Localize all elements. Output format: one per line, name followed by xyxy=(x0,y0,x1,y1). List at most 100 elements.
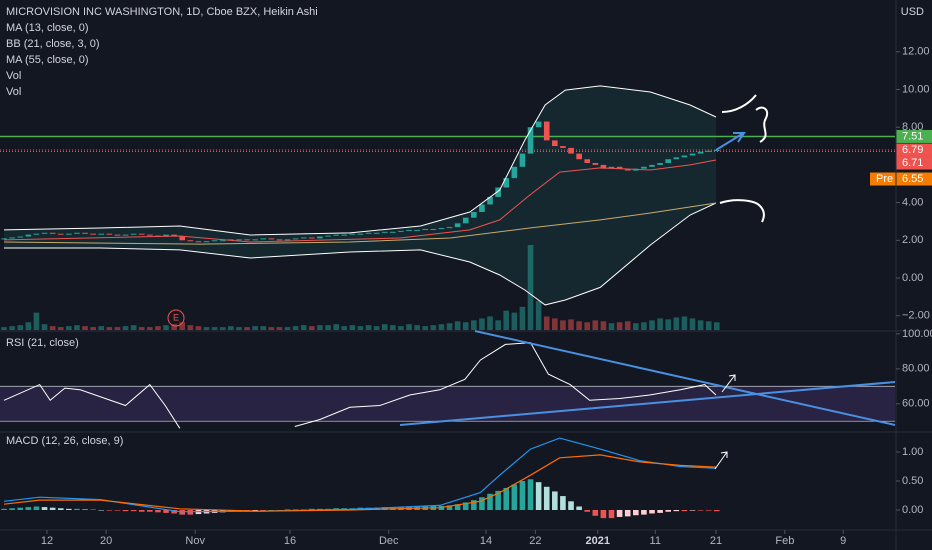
candle xyxy=(341,234,348,236)
x-tick-label: 14 xyxy=(480,535,492,547)
volume-bar xyxy=(665,319,672,330)
histogram-bar xyxy=(673,509,680,512)
volume-bar xyxy=(673,317,680,330)
histogram-bar xyxy=(74,508,80,510)
candle xyxy=(657,163,663,165)
volume-bar xyxy=(300,325,307,330)
volume-bar xyxy=(503,310,510,330)
histogram-bar xyxy=(616,509,623,517)
candle xyxy=(33,233,40,235)
volume-bar xyxy=(341,326,348,330)
histogram-bar xyxy=(487,493,493,510)
histogram-bar xyxy=(600,509,607,519)
candle xyxy=(430,228,437,230)
volume-bar xyxy=(414,325,420,330)
x-tick-label: 21 xyxy=(710,535,722,547)
candle xyxy=(57,233,64,235)
histogram-bar xyxy=(268,509,275,511)
candle xyxy=(608,166,615,169)
candle xyxy=(673,157,680,160)
histogram-bar xyxy=(1,508,7,510)
candle xyxy=(163,234,169,237)
event-marker: E xyxy=(167,309,185,327)
y-tick-label: 4.00 xyxy=(902,197,923,209)
volume-bar xyxy=(106,327,113,330)
candle xyxy=(543,121,550,141)
bb-line xyxy=(4,202,717,306)
y-tick-label: 0.00 xyxy=(902,272,923,284)
histogram-bar xyxy=(284,509,291,510)
x-tick-label: 20 xyxy=(100,535,112,547)
x-tick-label: 12 xyxy=(41,535,53,547)
candle xyxy=(317,236,323,239)
histogram-bar xyxy=(66,508,72,510)
volume-bar xyxy=(268,327,275,330)
legend: MICROVISION INC WASHINGTON, 1D, Cboe BZX… xyxy=(6,6,924,447)
volume-bar xyxy=(552,318,558,330)
symbol-title: MICROVISION INC WASHINGTON, 1D, Cboe BZX… xyxy=(6,6,318,18)
candle xyxy=(25,234,32,237)
volume-bar xyxy=(195,326,202,330)
bollinger-fill xyxy=(4,85,716,305)
macd-line xyxy=(3,454,717,512)
histogram-bar xyxy=(454,504,461,510)
volume-bar xyxy=(592,320,599,330)
candle xyxy=(17,236,24,238)
candle xyxy=(268,238,275,240)
volume-bar xyxy=(41,324,48,330)
histogram-bar xyxy=(552,491,558,510)
y-tick-label: 2.00 xyxy=(902,234,923,246)
volume-bar xyxy=(203,327,210,330)
volume-bar xyxy=(284,327,291,330)
histogram-bar xyxy=(697,509,704,511)
indicator-label: MA (13, close, 0) xyxy=(6,22,89,34)
candle xyxy=(187,240,194,242)
x-tick-label: Dec xyxy=(379,535,399,547)
candle xyxy=(568,147,574,154)
volume-bar xyxy=(349,325,356,330)
volume-bar xyxy=(446,323,453,330)
indicator-label: Vol xyxy=(6,86,21,98)
volume-bar xyxy=(398,326,404,330)
volume-bar xyxy=(309,326,315,330)
histogram-bar xyxy=(106,509,113,511)
candle xyxy=(446,227,453,229)
volume-bar xyxy=(25,322,32,330)
candle xyxy=(438,228,445,230)
candle xyxy=(260,238,267,240)
y-tick-label: 100.00 xyxy=(902,328,932,340)
price-tag-label: 6.79 xyxy=(902,144,923,156)
candle xyxy=(325,235,331,237)
drawn-arrow-head xyxy=(733,132,746,143)
histogram-bar xyxy=(260,509,267,511)
candle xyxy=(487,196,493,205)
volume-bar xyxy=(130,325,137,330)
histogram-bar xyxy=(82,509,88,510)
candle xyxy=(649,164,655,167)
volume-bar xyxy=(462,322,469,330)
candle xyxy=(616,166,623,169)
volume-bar xyxy=(9,326,15,330)
candle xyxy=(600,164,607,169)
volume-bar xyxy=(406,324,412,330)
volume-bar xyxy=(633,323,639,330)
volume-bar xyxy=(138,327,145,330)
histogram-bar xyxy=(130,509,137,512)
candle xyxy=(462,217,469,224)
histogram-bar xyxy=(608,509,615,519)
candle xyxy=(406,229,412,231)
indicator-label: Vol xyxy=(6,70,21,82)
candle xyxy=(106,233,113,235)
x-tick-label: 2021 xyxy=(586,535,610,547)
candle xyxy=(535,121,542,128)
volume-bar xyxy=(422,326,429,330)
x-tick-label: 22 xyxy=(529,535,541,547)
price-tag-label: 7.51 xyxy=(902,130,923,142)
candle xyxy=(82,232,88,234)
candle xyxy=(309,237,315,239)
histogram-bar xyxy=(17,507,24,510)
volume-bar xyxy=(292,326,299,330)
candle xyxy=(74,232,80,234)
histogram-bar xyxy=(252,509,258,511)
volume-bar xyxy=(33,312,40,330)
